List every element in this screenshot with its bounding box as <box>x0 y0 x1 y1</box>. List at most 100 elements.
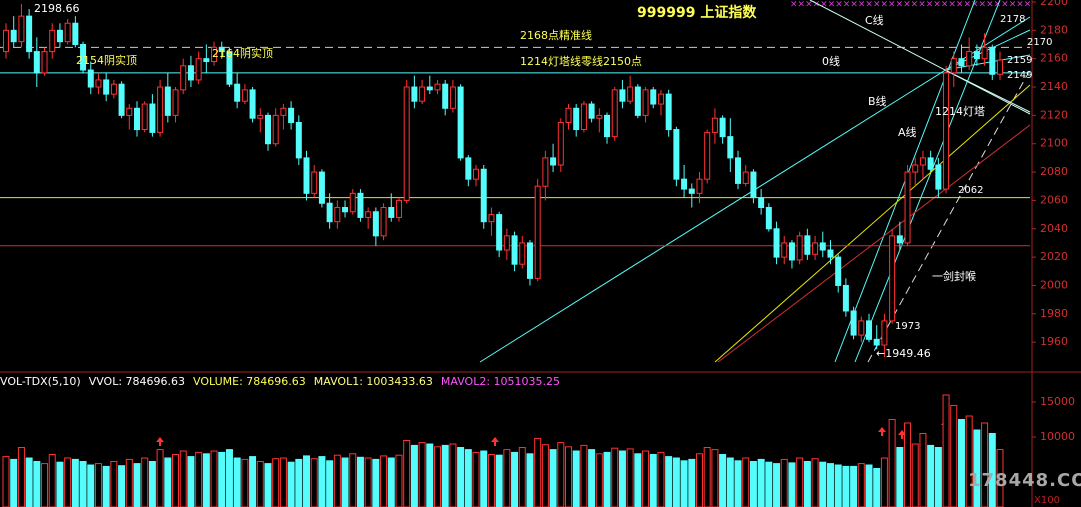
candle-body <box>950 58 957 74</box>
candle-body <box>711 117 718 133</box>
volume-bar <box>202 453 210 507</box>
candle-body <box>318 171 325 204</box>
candle-body <box>280 107 287 116</box>
candle-body <box>657 93 664 105</box>
volume-bar <box>156 449 164 507</box>
volume-bar <box>418 442 426 507</box>
y-tick-label: 2140 <box>1040 80 1068 93</box>
volume-bar <box>749 461 757 507</box>
volume-bar <box>457 447 465 507</box>
candle-body <box>18 15 25 43</box>
volume-bar <box>965 415 973 507</box>
candle-body <box>580 103 587 131</box>
volume-bar <box>518 447 526 507</box>
annotation: 0线 <box>822 54 840 68</box>
volume-bar <box>25 457 33 507</box>
volume-bar <box>557 442 565 507</box>
volume-bar <box>919 433 927 507</box>
volume-bar <box>326 460 334 507</box>
volume-bar <box>303 455 311 507</box>
volume-bar <box>580 444 588 507</box>
candle-body <box>912 164 919 173</box>
volume-bar <box>395 454 403 507</box>
candle-body <box>719 117 726 138</box>
candle-body <box>257 114 264 119</box>
annotation: 2062 <box>958 185 983 196</box>
candle-body <box>403 86 410 201</box>
candle-body <box>596 114 603 119</box>
volume-bar <box>780 458 788 507</box>
candle-body <box>673 129 680 180</box>
candle-body <box>681 178 688 190</box>
chart-title: 999999 上证指数 <box>637 4 757 21</box>
candle-body <box>496 214 503 251</box>
candle-body <box>126 107 133 116</box>
candle-body <box>303 157 310 194</box>
candle-body <box>133 107 140 131</box>
candle-body <box>372 211 379 237</box>
volume-bar <box>811 458 819 507</box>
volume-bar <box>164 457 172 507</box>
volume-bar <box>688 458 696 507</box>
candle-body <box>234 83 241 102</box>
volume-bar <box>94 463 102 507</box>
volume-bar <box>626 448 634 507</box>
volume-bar <box>480 450 488 507</box>
annotation: B线 <box>868 94 887 108</box>
candle-body <box>881 320 888 346</box>
volume-bar <box>511 451 519 507</box>
candle-body <box>211 46 218 63</box>
arrow <box>156 437 164 446</box>
candle-body <box>334 207 341 223</box>
indicator-label: VOLUME: 784696.63 <box>193 375 306 388</box>
candle-body <box>827 249 834 258</box>
candle-body <box>704 131 711 180</box>
candle-body <box>588 103 595 119</box>
volume-bar <box>48 454 56 507</box>
volume-bar <box>179 450 187 507</box>
y-tick-label: 2120 <box>1040 108 1068 121</box>
volume-bar <box>726 457 734 507</box>
marker-row: ×××××××××××××××××××××××××××××××× <box>790 0 1031 10</box>
candle-body <box>958 58 965 67</box>
arrow <box>491 437 499 446</box>
annotation: 2149 <box>1007 70 1032 81</box>
candle-body <box>634 86 641 116</box>
candle-body <box>611 89 618 138</box>
volume-bar <box>665 456 673 507</box>
candle-body <box>72 22 79 46</box>
volume-bar <box>942 394 950 507</box>
candle-body <box>465 157 472 180</box>
volume-bar <box>896 447 904 507</box>
volume-bar <box>310 458 318 507</box>
candle-body <box>164 86 171 116</box>
candle-body <box>604 114 611 138</box>
volume-bar <box>341 457 349 507</box>
volume-bar <box>595 453 603 507</box>
candle-body <box>557 121 564 166</box>
annotation: 1214灯塔线零线2150点 <box>520 54 642 68</box>
y-tick-label: 2060 <box>1040 193 1068 206</box>
volume-bar <box>826 463 834 507</box>
candle-body <box>195 58 202 81</box>
candle-body <box>311 171 318 194</box>
volume-bar <box>672 457 680 507</box>
annotation: 2154阴实顶 <box>76 53 137 67</box>
volume-bar <box>264 463 272 507</box>
candle-body <box>249 89 256 119</box>
volume-bar <box>911 443 919 507</box>
candle-body <box>989 46 996 75</box>
trend-line <box>944 69 1031 113</box>
candle-body <box>565 107 572 123</box>
volume-bar <box>572 450 580 507</box>
annotation: 1973 <box>895 321 920 332</box>
candle-body <box>141 103 148 131</box>
volume-bar <box>649 454 657 507</box>
candle-body <box>765 207 772 230</box>
volume-bar <box>172 454 180 507</box>
volume-bar <box>210 450 218 507</box>
volume-bar <box>87 464 95 507</box>
indicator-label: MAVOL2: 1051035.25 <box>441 375 560 388</box>
candle-body <box>411 86 418 102</box>
volume-bar <box>819 461 827 507</box>
